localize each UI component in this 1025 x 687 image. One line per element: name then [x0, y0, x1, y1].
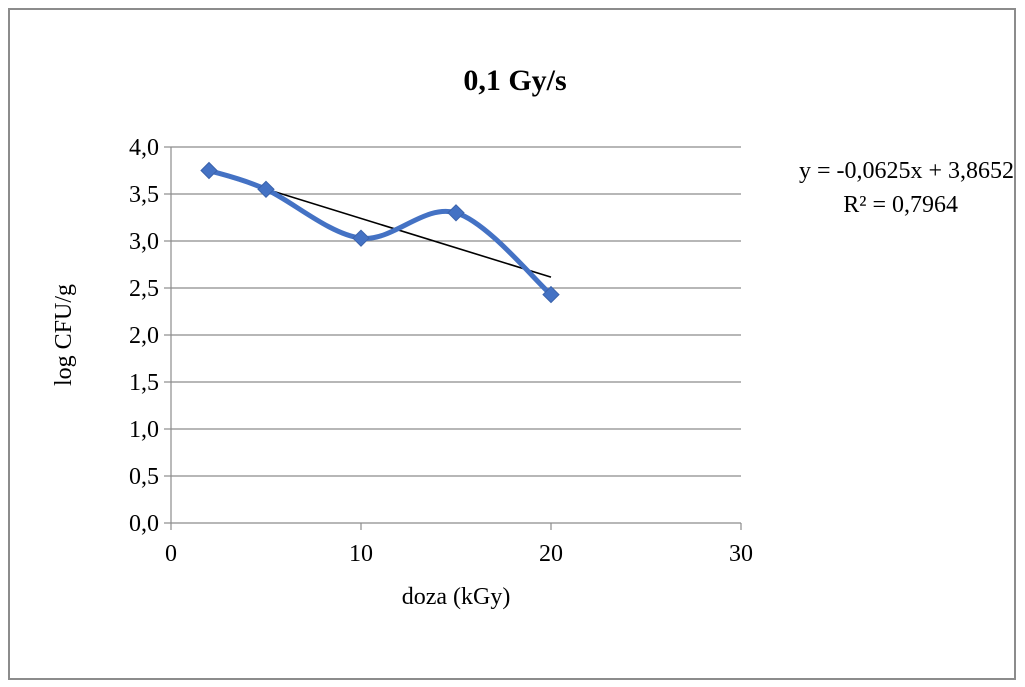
y-tick-label-3: 1,5: [129, 370, 159, 396]
data-point-0: [200, 161, 218, 180]
chart-title: 0,1 Gy/s: [463, 64, 566, 97]
grid-lines: [171, 146, 741, 477]
y-tick-label-7: 3,5: [129, 182, 159, 208]
trendline-equation: y = -0,0625x + 3,8652: [799, 158, 1014, 184]
y-axis-label: log CFU/g: [51, 284, 77, 386]
y-tick-label-8: 4,0: [129, 135, 159, 161]
y-tick-label-6: 3,0: [129, 229, 159, 255]
axes: [164, 146, 742, 530]
x-axis-label: doza (kGy): [402, 584, 511, 610]
x-tick-label-1: 10: [349, 541, 373, 567]
y-tick-label-1: 0,5: [129, 464, 159, 490]
series-line-0: [206, 168, 554, 298]
data-point-3: [447, 204, 465, 222]
data-point-4: [542, 285, 560, 304]
y-tick-label-0: 0,0: [129, 511, 159, 537]
x-tick-label-0: 0: [165, 541, 177, 567]
data-series: [200, 161, 560, 304]
y-tick-label-5: 2,5: [129, 276, 159, 302]
chart-frame: [8, 8, 1016, 680]
data-point-1: [257, 180, 275, 199]
labels: 0,1 Gy/s doza (kGy) log CFU/g y = -0,062…: [51, 64, 1014, 610]
x-tick-label-2: 20: [539, 541, 563, 567]
y-tick-label-2: 1,0: [129, 417, 159, 443]
x-tick-label-3: 30: [729, 541, 753, 567]
trendline-r-squared: R² = 0,7964: [843, 192, 958, 218]
data-point-2: [352, 229, 370, 247]
y-tick-label-4: 2,0: [129, 323, 159, 349]
